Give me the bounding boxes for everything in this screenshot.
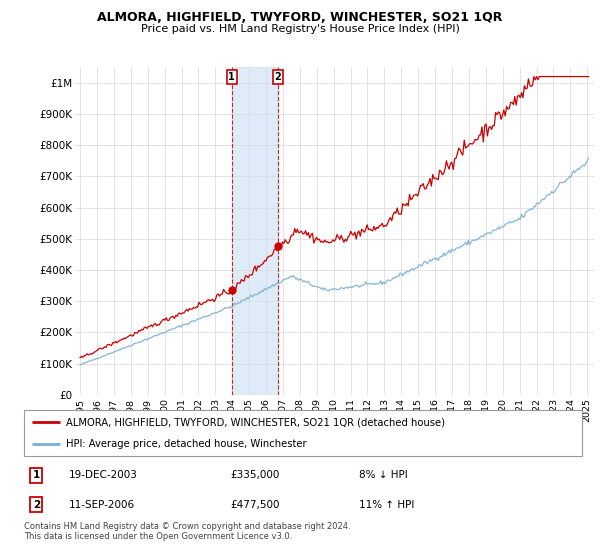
Text: HPI: Average price, detached house, Winchester: HPI: Average price, detached house, Winc… [66,439,307,449]
Text: Contains HM Land Registry data © Crown copyright and database right 2024.
This d: Contains HM Land Registry data © Crown c… [24,522,350,542]
Text: ALMORA, HIGHFIELD, TWYFORD, WINCHESTER, SO21 1QR: ALMORA, HIGHFIELD, TWYFORD, WINCHESTER, … [97,11,503,24]
Text: 11% ↑ HPI: 11% ↑ HPI [359,500,414,510]
Text: £335,000: £335,000 [230,470,280,480]
Text: Price paid vs. HM Land Registry's House Price Index (HPI): Price paid vs. HM Land Registry's House … [140,24,460,34]
FancyBboxPatch shape [24,410,582,456]
Text: £477,500: £477,500 [230,500,280,510]
Text: 1: 1 [229,72,235,82]
Text: 11-SEP-2006: 11-SEP-2006 [68,500,135,510]
Text: 2: 2 [275,72,281,82]
Text: 8% ↓ HPI: 8% ↓ HPI [359,470,407,480]
Text: 19-DEC-2003: 19-DEC-2003 [68,470,137,480]
Bar [232,67,278,395]
Text: 1: 1 [32,470,40,480]
Text: 2: 2 [32,500,40,510]
Text: ALMORA, HIGHFIELD, TWYFORD, WINCHESTER, SO21 1QR (detached house): ALMORA, HIGHFIELD, TWYFORD, WINCHESTER, … [66,417,445,427]
